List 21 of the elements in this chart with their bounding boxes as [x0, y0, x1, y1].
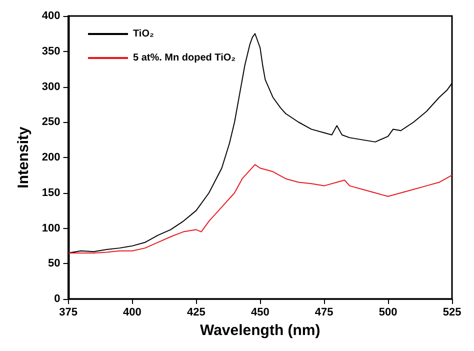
line-series	[68, 164, 452, 254]
y-tick-label: 300	[42, 80, 60, 93]
y-tick-label: 350	[42, 45, 60, 58]
x-tick-label: 475	[314, 306, 334, 318]
y-tick-label: 200	[42, 152, 60, 164]
x-tick-label: 400	[123, 306, 142, 318]
y-tick-label: 400	[42, 10, 60, 22]
y-tick-label: 150	[42, 186, 60, 199]
x-tick-label: 450	[250, 306, 270, 318]
y-tick-label: 50	[48, 258, 60, 270]
y-axis-title: Intensity	[15, 126, 32, 188]
y-tick-label: 250	[42, 116, 60, 128]
legend-label: 5 at%. Mn doped TiO₂	[133, 52, 236, 64]
x-tick-label: 375	[59, 306, 78, 318]
y-tick-label: 100	[42, 222, 60, 234]
y-tick-label: 0	[54, 293, 60, 305]
x-tick-label: 425	[186, 306, 206, 318]
x-tick-label: 525	[442, 306, 462, 318]
x-axis-title: Wavelength (nm)	[200, 322, 320, 339]
legend-label: TiO₂	[133, 28, 154, 40]
x-tick-label: 500	[378, 306, 398, 318]
